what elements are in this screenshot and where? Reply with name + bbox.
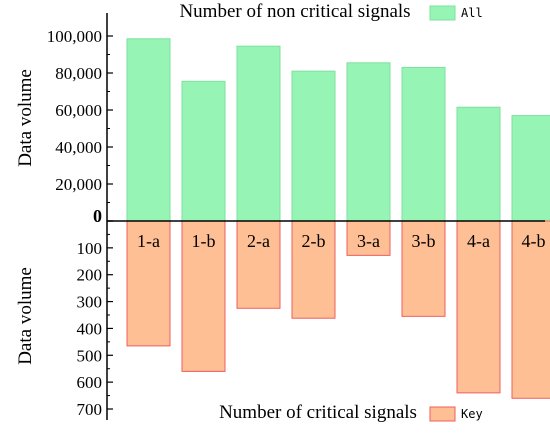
top-legend-swatch xyxy=(429,5,456,21)
top-bar-4-a xyxy=(456,106,501,222)
top-bar-3-b xyxy=(401,66,446,222)
top-bar-2-b xyxy=(291,70,336,222)
bottom-y-tick-label: 500 xyxy=(77,346,103,365)
category-label-3-a: 3-a xyxy=(357,231,380,251)
top-legend: All xyxy=(429,5,483,21)
bottom-bar-2-b xyxy=(291,220,336,319)
top-y-tick-label: 60,000 xyxy=(55,101,102,120)
top-legend-label: All xyxy=(461,6,483,20)
category-label-1-a: 1-a xyxy=(137,231,160,251)
bottom-y-tick-label: 200 xyxy=(77,266,103,285)
top-bar-1-a xyxy=(126,38,171,222)
bottom-y-tick-label: 600 xyxy=(77,373,103,392)
top-y-axis-label: Data volume xyxy=(15,69,36,167)
bottom-y-tick-label: 700 xyxy=(77,400,103,419)
top-bar-2-a xyxy=(236,45,281,222)
top-bar-3-a xyxy=(346,62,391,222)
top-bar-group xyxy=(126,38,550,222)
category-label-4-b: 4-b xyxy=(522,231,546,251)
bottom-bar-group xyxy=(126,220,550,399)
top-y-tick-label: 40,000 xyxy=(55,138,102,157)
bottom-bar-3-a xyxy=(346,220,391,256)
top-y-tick-label: 100,000 xyxy=(47,27,102,46)
bottom-chart-title: Number of critical signals xyxy=(219,402,417,423)
bottom-bar-2-a xyxy=(236,220,281,309)
top-y-tick-label: 20,000 xyxy=(55,175,102,194)
category-label-3-b: 3-b xyxy=(412,231,436,251)
bottom-legend: Key xyxy=(429,406,483,422)
category-label-4-a: 4-a xyxy=(467,231,490,251)
top-bar-1-b xyxy=(181,80,226,222)
top-bar-4-b xyxy=(511,115,550,222)
top-chart-title: Number of non critical signals xyxy=(179,1,410,22)
bottom-legend-label: Key xyxy=(461,407,483,421)
category-label-group: 1-a 1-b 2-a 2-b 3-a 3-b 4-a 4-b xyxy=(137,231,545,251)
bottom-bar-1-a xyxy=(126,220,171,347)
bottom-y-tick-label: 400 xyxy=(77,319,103,338)
bottom-y-axis-ticks: 100 200 300 400 500 600 700 xyxy=(77,220,113,419)
category-label-1-b: 1-b xyxy=(192,231,216,251)
top-y-tick-label: 0 xyxy=(93,206,102,226)
bottom-legend-swatch xyxy=(429,406,456,422)
bottom-y-tick-label: 100 xyxy=(77,239,103,258)
category-label-2-b: 2-b xyxy=(302,231,326,251)
top-y-tick-label: 80,000 xyxy=(55,64,102,83)
top-y-axis-ticks: 0 20,000 40,000 60,000 80,000 100,000 xyxy=(47,27,113,226)
bottom-y-tick-label: 300 xyxy=(77,293,103,312)
bottom-bar-1-b xyxy=(181,220,226,372)
category-label-2-a: 2-a xyxy=(247,231,270,251)
bottom-y-axis-label: Data volume xyxy=(15,267,36,365)
